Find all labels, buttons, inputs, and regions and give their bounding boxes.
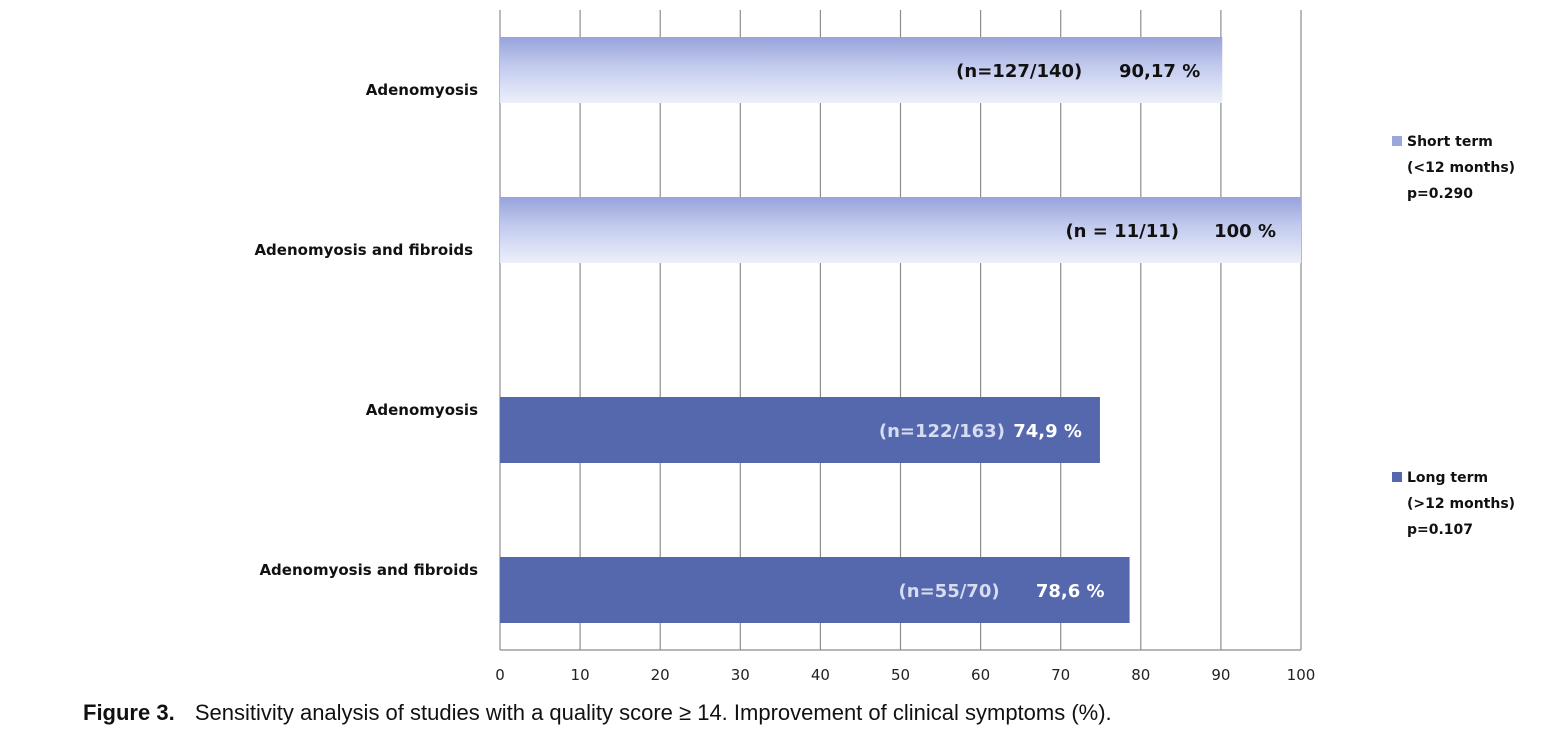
category-label: Adenomyosis and fibroids (254, 241, 473, 259)
bar-count-label: (n=122/163) (879, 421, 1005, 442)
category-label: Adenomyosis (366, 401, 478, 419)
bar-short-term-1 (500, 197, 1301, 263)
legend-entry-text: (<12 months) (1407, 160, 1515, 176)
category-labels: Adenomyosis Adenomyosis and fibroids Adeno… (254, 81, 478, 579)
bar-value-label: 90,17 % (1119, 61, 1200, 82)
bar-count-label: (n=55/70) (899, 581, 1000, 602)
gridlines (499, 10, 1302, 651)
legend-swatch-short-term (1392, 136, 1402, 146)
legend-entry-text: Short term (1407, 134, 1493, 150)
bar-short-term-0 (500, 37, 1223, 103)
bar-value-label: 100 % (1214, 221, 1276, 242)
legend-entry-text: p=0.290 (1407, 186, 1473, 202)
x-tick-label: 30 (731, 666, 750, 684)
figure-label: Figure 3. (83, 700, 175, 725)
x-tick-label: 50 (891, 666, 910, 684)
legend-entry-text: Long term (1407, 470, 1488, 486)
x-tick-label: 90 (1211, 666, 1230, 684)
legend-entry-text: p=0.107 (1407, 522, 1473, 538)
x-tick-label: 0 (495, 666, 505, 684)
category-label: Adenomyosis and fibroids (259, 561, 478, 579)
bar-long-term-0 (500, 397, 1100, 463)
bar-chart: (n=127/140) 90,17 % (n = 11/11) 100 % (n=122… (254, 10, 1515, 684)
figure-caption-text: Sensitivity analysis of studies with a q… (194, 700, 1112, 725)
x-tick-label: 70 (1051, 666, 1070, 684)
x-tick-label: 10 (571, 666, 590, 684)
x-axis-ticks: 0 10 20 30 40 50 60 70 80 90 100 (495, 666, 1315, 684)
bar-labels: (n=127/140) 90,17 % (n = 11/11) 100 % (n=122… (879, 61, 1276, 602)
x-tick-label: 40 (811, 666, 830, 684)
x-tick-label: 20 (651, 666, 670, 684)
bar-count-label: (n = 11/11) (1065, 221, 1179, 242)
x-tick-label: 80 (1131, 666, 1150, 684)
bar-value-label: 78,6 % (1036, 581, 1105, 602)
bars (500, 37, 1301, 623)
figure-caption: Figure 3. Sensitivity analysis of studie… (83, 700, 1543, 740)
legend-entry-text: (>12 months) (1407, 496, 1515, 512)
x-tick-label: 60 (971, 666, 990, 684)
legend-swatch-long-term (1392, 472, 1402, 482)
x-tick-label: 100 (1287, 666, 1316, 684)
legend: Short term (<12 months) p=0.290 Long term (>… (1392, 134, 1515, 538)
bar-long-term-1 (500, 557, 1130, 623)
bar-value-label: 74,9 % (1013, 421, 1082, 442)
category-label: Adenomyosis (366, 81, 478, 99)
bar-count-label: (n=127/140) (956, 61, 1082, 82)
